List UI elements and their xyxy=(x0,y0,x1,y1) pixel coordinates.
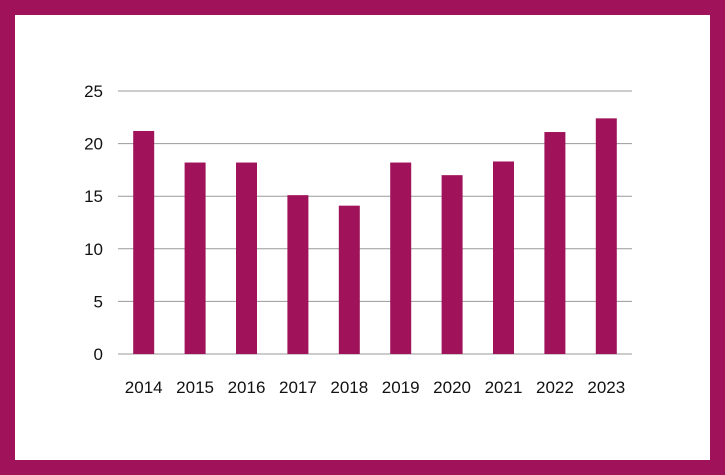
x-tick-label: 2021 xyxy=(485,378,523,397)
x-axis-ticks: 2014 2015 2016 2017 2018 2019 2020 2021 2022 2023 xyxy=(125,378,625,397)
x-tick-label: 2015 xyxy=(176,378,214,397)
x-tick-label: 2014 xyxy=(125,378,163,397)
x-tick-label: 2017 xyxy=(279,378,317,397)
x-tick-label: 2019 xyxy=(382,378,420,397)
x-tick-label: 2022 xyxy=(536,378,574,397)
bar-2020 xyxy=(441,175,463,354)
bar-2014 xyxy=(133,130,155,354)
bars xyxy=(133,118,617,355)
bar-2021 xyxy=(493,161,514,354)
bar-2015 xyxy=(184,162,206,354)
x-tick-label: 2023 xyxy=(587,378,625,397)
y-tick-label: 20 xyxy=(84,135,103,154)
x-tick-label: 2018 xyxy=(330,378,368,397)
y-tick-label: 25 xyxy=(84,82,103,101)
y-tick-label: 0 xyxy=(94,345,103,364)
y-tick-label: 10 xyxy=(84,240,103,259)
x-tick-label: 2016 xyxy=(228,378,266,397)
bar-2022 xyxy=(544,132,566,354)
y-tick-label: 5 xyxy=(94,292,103,311)
bar-2023 xyxy=(595,118,617,355)
x-tick-label: 2020 xyxy=(433,378,471,397)
y-axis-ticks: 0 5 10 15 20 25 xyxy=(84,82,103,364)
y-tick-label: 15 xyxy=(84,187,103,206)
bar-2016 xyxy=(236,162,257,354)
bar-2018 xyxy=(338,205,360,354)
bar-2019 xyxy=(390,162,412,354)
bar-2017 xyxy=(287,195,309,354)
